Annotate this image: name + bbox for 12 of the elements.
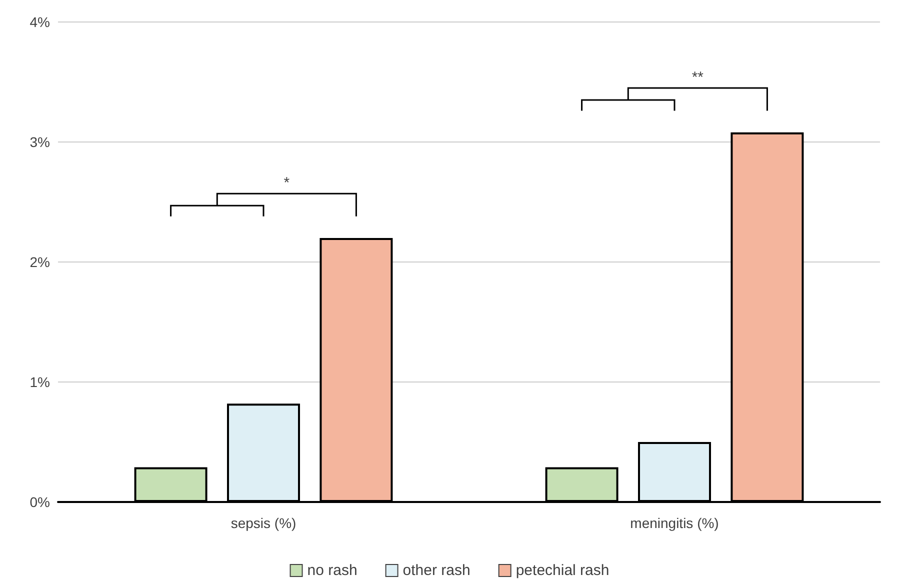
legend-label: petechial rash: [516, 562, 610, 579]
x-tick-label: meningitis (%): [630, 515, 719, 531]
y-tick-label: 2%: [30, 254, 50, 270]
y-tick-label: 1%: [30, 374, 50, 390]
x-tick-label: sepsis (%): [230, 515, 296, 531]
annotation: **: [692, 69, 704, 86]
y-tick-label: 4%: [30, 14, 50, 30]
y-tick-label: 3%: [30, 134, 50, 150]
legend-label: other rash: [402, 562, 470, 579]
legend-label: no rash: [307, 562, 358, 579]
y-tick-label: 0%: [30, 494, 50, 510]
annotation: *: [284, 174, 290, 192]
